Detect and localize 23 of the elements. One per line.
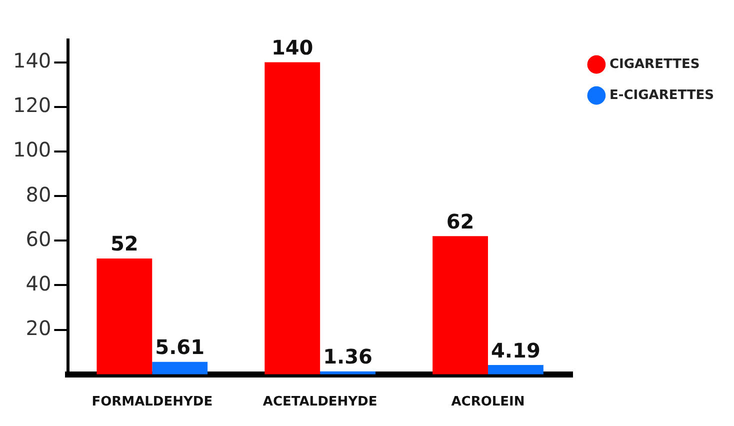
- y-tick-label: 140: [12, 48, 52, 72]
- y-tick-label: 40: [26, 271, 52, 296]
- x-tick-label: ACETALDEHYDE: [262, 394, 378, 410]
- bar: [264, 62, 320, 374]
- y-tick-label: 60: [26, 226, 52, 251]
- data-label: 1.36: [323, 344, 372, 369]
- y-tick-label: 80: [26, 182, 52, 206]
- y-tick-label: 100: [12, 138, 52, 162]
- bar: [152, 362, 208, 374]
- legend-label: CIGARETTES: [609, 56, 700, 72]
- data-label: 5.61: [155, 335, 205, 360]
- y-tick-label: 20: [26, 316, 52, 340]
- x-tick-label: FORMALDEHYDE: [92, 394, 213, 410]
- bar: [488, 365, 544, 374]
- y-tick-label: 120: [12, 93, 52, 118]
- legend-label: E-CIGARETTES: [609, 88, 714, 103]
- x-tick-label: ACROLEIN: [451, 394, 525, 410]
- bar: [432, 236, 488, 374]
- data-label: 4.19: [491, 338, 540, 362]
- data-label: 140: [271, 35, 314, 60]
- data-label: 62: [446, 209, 474, 234]
- bar: [96, 258, 152, 374]
- data-label: 52: [110, 232, 138, 256]
